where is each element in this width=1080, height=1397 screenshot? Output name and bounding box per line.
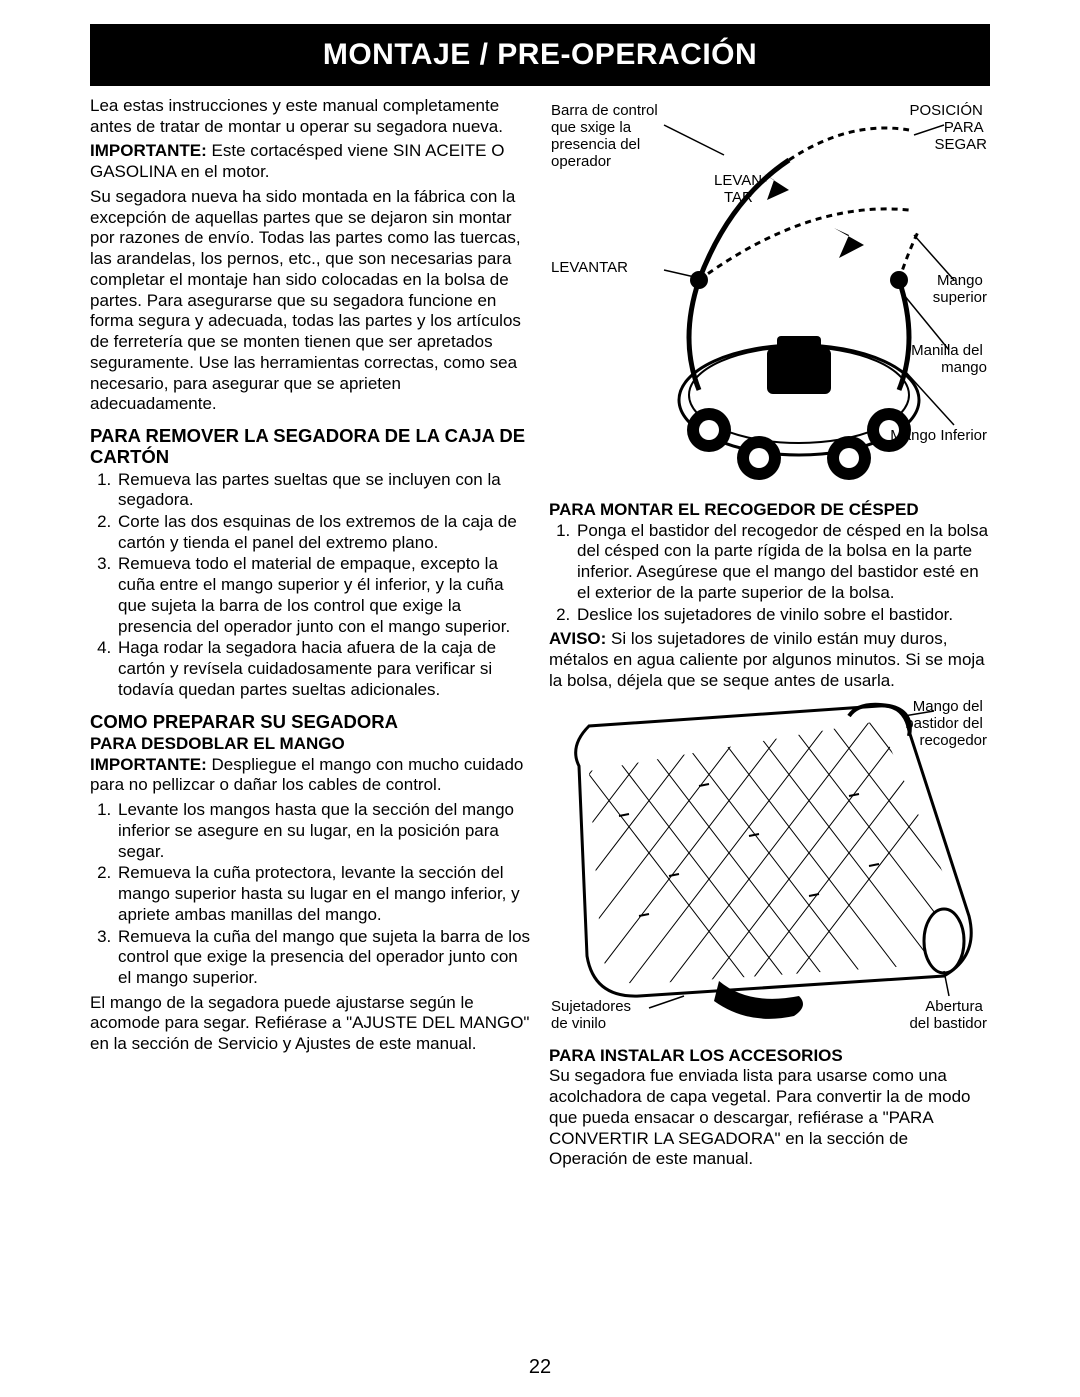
grass-catcher-illustration-icon: Mango del bastidor del recogedor Sujetad…	[549, 696, 989, 1036]
label-levantar-side: LEVANTAR	[551, 259, 628, 276]
page-number: 22	[0, 1356, 1080, 1379]
desdoblar-importante: IMPORTANTE: Despliegue el mango con much…	[90, 755, 531, 796]
importante-note: IMPORTANTE: Este cortacésped viene SIN A…	[90, 141, 531, 182]
heading-desdoblar: PARA DESDOBLAR EL MANGO	[90, 734, 531, 755]
heading-remover: PARA REMOVER LA SEGADORA DE LA CAJA DE C…	[90, 425, 531, 468]
figure-grass-catcher: Mango del bastidor del recogedor Sujetad…	[549, 696, 990, 1036]
montar-list: Ponga el bastidor del recogedor de céspe…	[549, 521, 990, 626]
section-banner: MONTAJE / PRE-OPERACIÓN	[90, 24, 990, 86]
right-column: Barra de control que sxige la presencia …	[549, 96, 990, 1174]
aviso-text: Si los sujetadores de vinilo están muy d…	[549, 629, 985, 689]
list-item: Ponga el bastidor del recogedor de céspe…	[575, 521, 990, 604]
list-item: Remueva las partes sueltas que se incluy…	[116, 470, 531, 511]
banner-title: MONTAJE / PRE-OPERACIÓN	[323, 38, 757, 71]
list-item: Corte las dos esquinas de los extremos d…	[116, 512, 531, 553]
heading-preparar: COMO PREPARAR SU SEGADORA	[90, 711, 531, 732]
desdoblar-importante-label: IMPORTANTE:	[90, 755, 207, 774]
list-item: Remueva la cuña protectora, levante la s…	[116, 863, 531, 925]
list-item: Deslice los sujetadores de vinilo sobre …	[575, 605, 990, 626]
manual-page: MONTAJE / PRE-OPERACIÓN Lea estas instru…	[0, 0, 1080, 1397]
ajuste-paragraph: El mango de la segadora puede ajustarse …	[90, 993, 531, 1055]
list-item: Remueva todo el material de empaque, exc…	[116, 554, 531, 637]
list-item: Remueva la cuña del mango que sujeta la …	[116, 927, 531, 989]
desdoblar-list: Levante los mangos hasta que la sección …	[90, 800, 531, 989]
heading-instalar-accesorios: PARA INSTALAR LOS ACCESORIOS	[549, 1046, 990, 1067]
heading-montar-recogedor: PARA MONTAR EL RECOGEDOR DE CÉSPED	[549, 500, 990, 521]
mower-handle-illustration-icon: Barra de control que sxige la presencia …	[549, 100, 989, 490]
intro-paragraph-1: Lea estas instrucciones y este manual co…	[90, 96, 531, 137]
importante-label: IMPORTANTE:	[90, 141, 207, 160]
two-column-layout: Lea estas instrucciones y este manual co…	[90, 96, 990, 1174]
label-mango-inferior: Mango Inferior	[890, 427, 987, 444]
figure-mower-handle: Barra de control que sxige la presencia …	[549, 100, 990, 490]
label-mango-superior: Mango superior	[933, 272, 987, 306]
instalar-paragraph: Su segadora fue enviada lista para usars…	[549, 1066, 990, 1170]
left-column: Lea estas instrucciones y este manual co…	[90, 96, 531, 1174]
list-item: Levante los mangos hasta que la sección …	[116, 800, 531, 862]
list-item: Haga rodar la segadora hacia afuera de l…	[116, 638, 531, 700]
intro-paragraph-2: Su segadora nueva ha sido montada en la …	[90, 187, 531, 415]
aviso-paragraph: AVISO: Si los sujetadores de vinilo está…	[549, 629, 990, 691]
aviso-label: AVISO:	[549, 629, 606, 648]
remover-list: Remueva las partes sueltas que se incluy…	[90, 470, 531, 701]
